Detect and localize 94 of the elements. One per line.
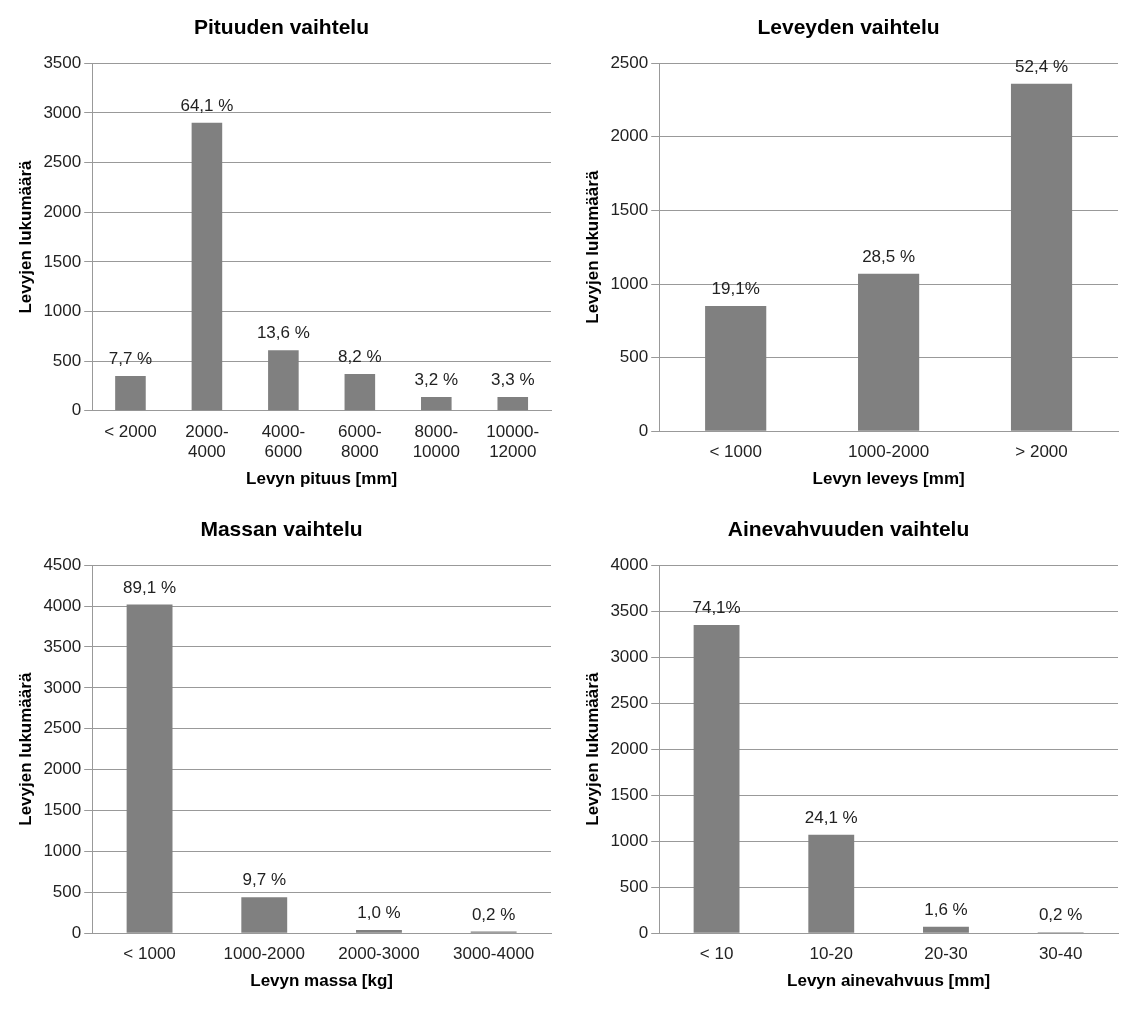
bar: [693, 625, 740, 933]
y-axis-title: Levyjen lukumäärä: [15, 159, 35, 314]
y-tick-label: 1500: [610, 784, 649, 804]
y-tick-label: 3500: [610, 600, 649, 620]
x-tick-label: 10-20: [809, 944, 853, 964]
x-tick-label: 8000-10000: [412, 421, 460, 462]
y-axis-title: Levyjen lukumäärä: [15, 672, 35, 826]
x-tick-label: < 2000: [104, 421, 157, 441]
bar: [705, 306, 767, 431]
y-tick-label: 3000: [43, 677, 82, 697]
y-tick-label: 1000: [43, 301, 82, 321]
annotation: 89,1 %: [123, 577, 177, 597]
y-tick-label: 3500: [43, 52, 82, 72]
y-tick-label: 1000: [43, 841, 82, 861]
y-tick-label: 500: [52, 350, 82, 370]
annotation: 28,5 %: [862, 246, 916, 266]
chart-title: Pituuden vaihtelu: [193, 15, 370, 39]
x-tick-label: < 10: [699, 944, 734, 964]
chart-title: Ainevahvuuden vaihtelu: [727, 517, 970, 541]
y-tick-label: 2500: [610, 52, 649, 72]
x-tick-label: 3000-4000: [453, 944, 535, 964]
bar: [421, 396, 452, 411]
annotation: 3,3 %: [491, 370, 535, 390]
y-tick-label: 500: [52, 882, 82, 901]
y-tick-label: 4000: [43, 595, 82, 615]
y-tick-label: 2500: [43, 152, 82, 172]
y-tick-label: 0: [638, 420, 649, 440]
y-tick-label: 2500: [610, 692, 649, 712]
y-tick-label: 500: [619, 876, 649, 896]
annotation: 24,1 %: [804, 807, 858, 827]
y-tick-label: 3500: [43, 636, 82, 656]
annotation: 13,6 %: [256, 323, 310, 343]
x-axis-title: Levyn massa [kg]: [250, 971, 393, 991]
bar: [858, 273, 920, 431]
bar: [115, 376, 146, 411]
annotation: 3,2 %: [414, 370, 459, 390]
annotation: 0,2 %: [471, 904, 516, 924]
bar: [191, 122, 223, 411]
y-axis-title: Levyjen lukumäärä: [582, 672, 602, 826]
bar: [808, 834, 855, 933]
annotation: 0,2 %: [1038, 905, 1083, 925]
y-tick-label: 1500: [610, 200, 649, 220]
x-tick-label: 2000-4000: [185, 421, 229, 462]
y-tick-label: 2000: [610, 126, 649, 146]
x-tick-label: 4000-6000: [261, 421, 306, 462]
x-axis-title: Levyn ainevahvuus [mm]: [787, 971, 991, 991]
x-tick-label: < 1000: [709, 442, 762, 462]
y-tick-label: 500: [619, 347, 649, 367]
y-tick-label: 2000: [43, 201, 82, 221]
x-tick-label: 6000-8000: [338, 421, 382, 462]
y-tick-label: 4500: [43, 554, 82, 574]
y-tick-label: 0: [71, 922, 82, 942]
bar: [356, 929, 402, 933]
x-tick-label: 2000-3000: [338, 944, 420, 964]
y-tick-label: 1500: [43, 800, 82, 820]
y-tick-label: 1000: [610, 830, 649, 850]
x-axis-title: Levyn pituus [mm]: [246, 469, 398, 489]
y-axis-title: Levyjen lukumäärä: [582, 170, 602, 324]
bar: [497, 396, 529, 411]
bar: [344, 374, 376, 411]
x-axis-title: Levyn leveys [mm]: [812, 469, 965, 489]
x-tick-label: < 1000: [123, 944, 176, 964]
bar: [241, 897, 288, 933]
y-tick-label: 0: [638, 922, 649, 942]
x-tick-label: 1000-2000: [847, 442, 930, 462]
y-tick-label: 2500: [43, 718, 82, 738]
bar: [923, 926, 969, 933]
bar: [126, 604, 173, 933]
chart-title: Leveyden vaihtelu: [757, 15, 940, 39]
annotation: 74,1%: [692, 598, 741, 618]
annotation: 19,1%: [711, 279, 760, 299]
annotation: 52,4 %: [1015, 57, 1069, 76]
x-tick-label: 30-40: [1038, 944, 1083, 964]
chart-title: Massan vaihtelu: [200, 517, 363, 541]
y-tick-label: 1000: [610, 273, 649, 293]
y-tick-label: 4000: [610, 554, 649, 574]
x-tick-label: 10000-12000: [486, 421, 540, 462]
annotation: 9,7 %: [242, 870, 286, 890]
y-tick-label: 3000: [43, 102, 82, 122]
y-tick-label: 3000: [610, 646, 649, 666]
y-tick-label: 0: [71, 400, 82, 420]
x-tick-label: > 2000: [1015, 442, 1068, 462]
annotation: 7,7 %: [108, 349, 153, 369]
bar: [268, 350, 299, 411]
annotation: 1,6 %: [924, 899, 968, 919]
annotation: 8,2 %: [338, 347, 382, 367]
x-tick-label: 1000-2000: [223, 944, 305, 964]
y-tick-label: 2000: [43, 759, 82, 779]
y-tick-label: 2000: [610, 738, 649, 758]
x-tick-label: 20-30: [924, 944, 968, 964]
bar: [1010, 83, 1073, 431]
annotation: 1,0 %: [357, 903, 401, 923]
y-tick-label: 1500: [43, 251, 82, 271]
annotation: 64,1 %: [180, 95, 234, 115]
